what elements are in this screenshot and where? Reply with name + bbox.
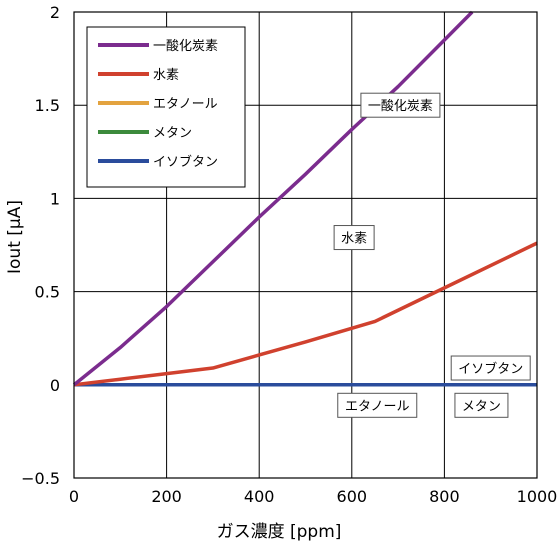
annotation-box xyxy=(454,392,509,418)
x-tick-label: 200 xyxy=(151,487,182,506)
y-tick-label: −0.5 xyxy=(21,469,60,488)
annotation-box xyxy=(450,355,531,381)
annotation-label: イソブタン xyxy=(450,355,531,381)
y-tick-label: 0.5 xyxy=(35,283,60,302)
annotation-text: 一酸化炭素 xyxy=(368,99,433,114)
y-tick-label: 1 xyxy=(50,189,60,208)
annotation-box xyxy=(337,392,418,418)
tick-labels: 0 200 400 600 800 1000 −0.5 0 0.5 1 1.5 2 xyxy=(21,3,557,506)
x-axis-label: ガス濃度 [ppm] xyxy=(217,522,342,542)
annotation-label: メタン xyxy=(454,392,509,418)
x-tick-label: 400 xyxy=(244,487,275,506)
series-lines xyxy=(72,10,538,387)
legend-label: イソブタン xyxy=(153,154,218,170)
y-axis-label: Iout [μA] xyxy=(5,200,25,274)
annotation-text: エタノール xyxy=(345,399,410,414)
series-line-2 xyxy=(73,241,538,387)
legend-label: エタノール xyxy=(153,97,218,112)
plot-frame xyxy=(73,11,538,479)
y-tick-label: 0 xyxy=(50,376,60,395)
legend-label: メタン xyxy=(153,126,192,141)
annotation-label: 一酸化炭素 xyxy=(360,92,441,118)
series-line-1 xyxy=(72,10,474,387)
annotation-text: イソブタン xyxy=(458,361,523,377)
x-tick-label: 1000 xyxy=(517,487,558,506)
annotation-text: 水素 xyxy=(341,232,367,247)
legend-label: 水素 xyxy=(153,68,179,83)
x-tick-label: 800 xyxy=(429,487,460,506)
plot-border xyxy=(73,11,538,479)
y-tick-label: 1.5 xyxy=(35,96,60,115)
annotation-box xyxy=(360,92,441,118)
annotation-text: メタン xyxy=(462,399,501,414)
y-tick-label: 2 xyxy=(50,3,60,22)
legend-label: 一酸化炭素 xyxy=(153,39,218,54)
annotation-label: エタノール xyxy=(337,392,418,418)
annotation-box xyxy=(333,225,375,251)
x-tick-label: 600 xyxy=(337,487,368,506)
x-tick-label: 0 xyxy=(69,487,79,506)
annotation-label: 水素 xyxy=(333,225,375,251)
